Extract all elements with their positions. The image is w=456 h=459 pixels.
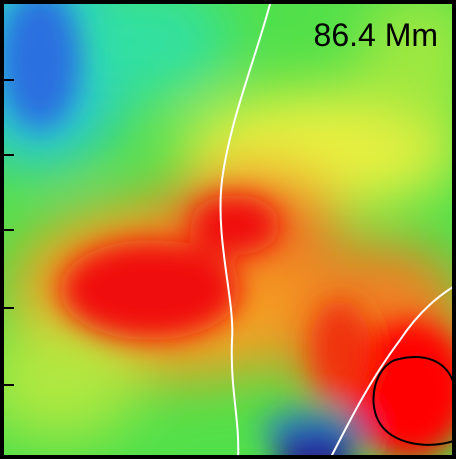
scale-label: 86.4 Mm — [314, 17, 438, 53]
tick-marks — [4, 79, 14, 386]
